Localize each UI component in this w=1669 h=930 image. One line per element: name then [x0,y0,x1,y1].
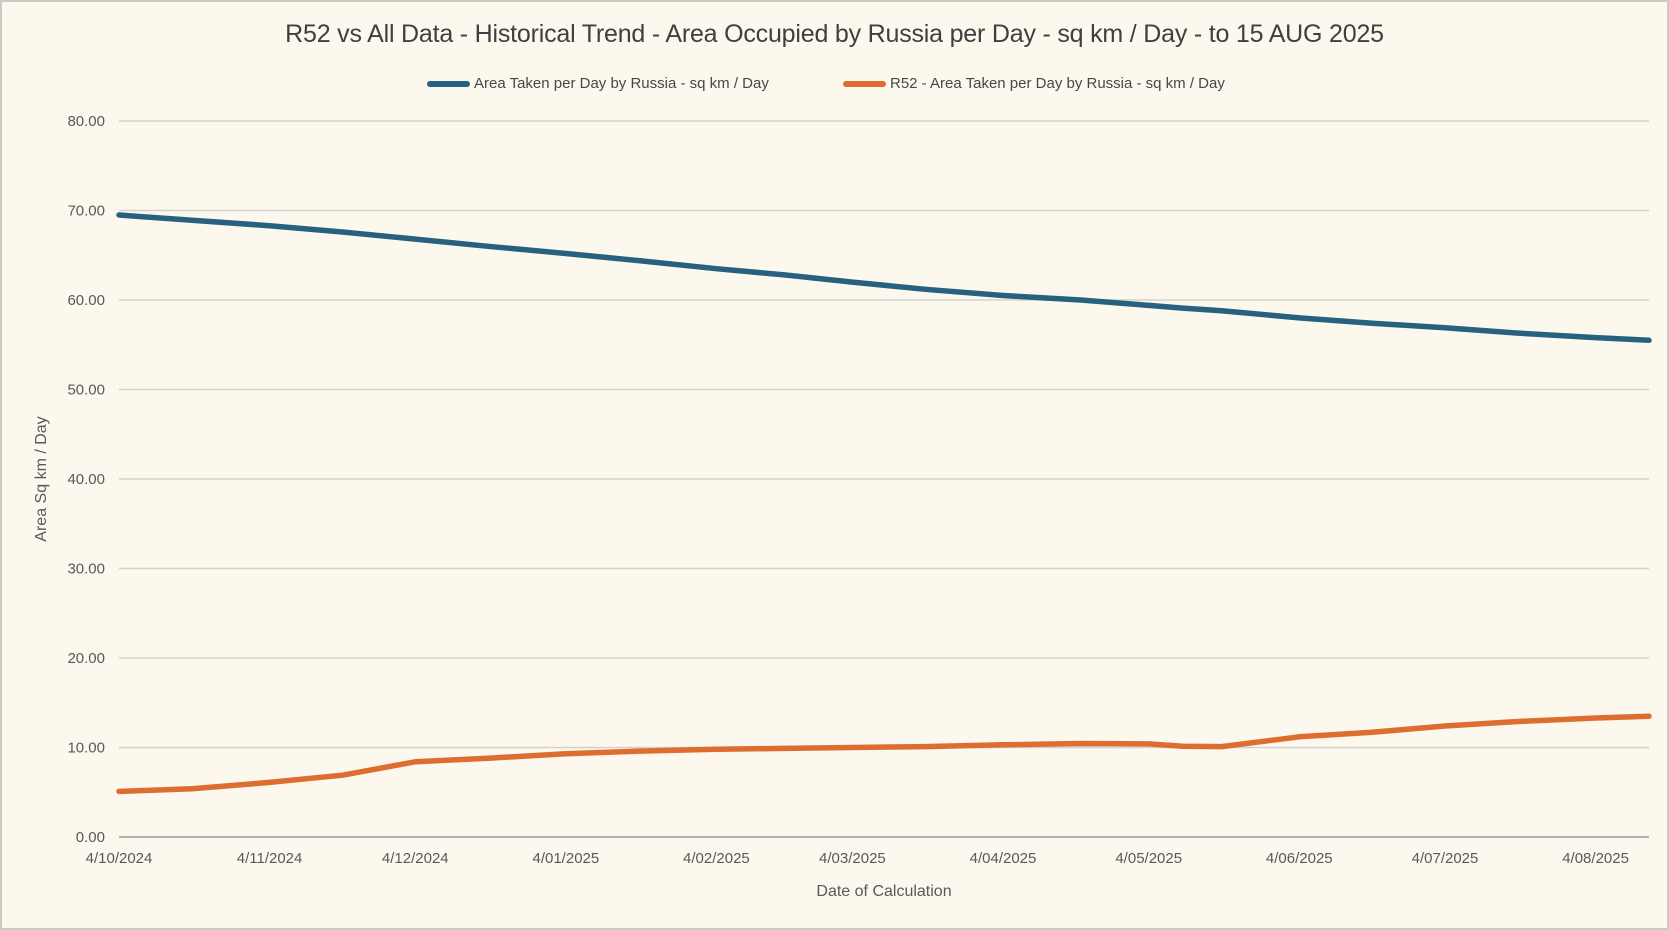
legend-item-all-data: Area Taken per Day by Russia - sq km / D… [427,75,769,92]
x-tick-label: 4/03/2025 [819,850,886,867]
x-tick-label: 4/04/2025 [970,850,1037,867]
legend-line-swatch-r52-icon [843,80,886,87]
y-tick-label: 0.00 [76,829,105,846]
series-line-r52 [116,713,1652,795]
x-tick-label: 4/08/2025 [1562,850,1629,867]
legend-line-swatch-all-data-icon [427,80,470,87]
y-tick-label: 60.00 [67,292,105,309]
x-tick-label: 4/06/2025 [1266,850,1333,867]
y-tick-label: 10.00 [67,740,105,757]
legend-item-r52: R52 - Area Taken per Day by Russia - sq … [843,75,1225,92]
x-axis-title: Date of Calculation [816,883,952,900]
chart-title: R52 vs All Data - Historical Trend - Are… [285,20,1384,48]
x-tick-label: 4/05/2025 [1115,850,1182,867]
x-tick-label: 4/12/2024 [382,850,449,867]
y-tick-label: 80.00 [67,113,105,130]
x-tick-label: 4/02/2025 [683,850,750,867]
y-tick-label: 40.00 [67,471,105,488]
x-tick-label: 4/10/2024 [86,850,153,867]
series-line-all-data [116,212,1652,344]
y-tick-label: 20.00 [67,650,105,667]
y-tick-label: 30.00 [67,561,105,578]
legend-label-r52: R52 - Area Taken per Day by Russia - sq … [890,75,1225,92]
y-tick-label: 70.00 [67,203,105,220]
x-tick-label: 4/07/2025 [1412,850,1479,867]
x-tick-label: 4/01/2025 [532,850,599,867]
y-tick-label: 50.00 [67,382,105,399]
x-tick-label: 4/11/2024 [237,850,303,867]
legend-label-all-data: Area Taken per Day by Russia - sq km / D… [474,75,769,92]
